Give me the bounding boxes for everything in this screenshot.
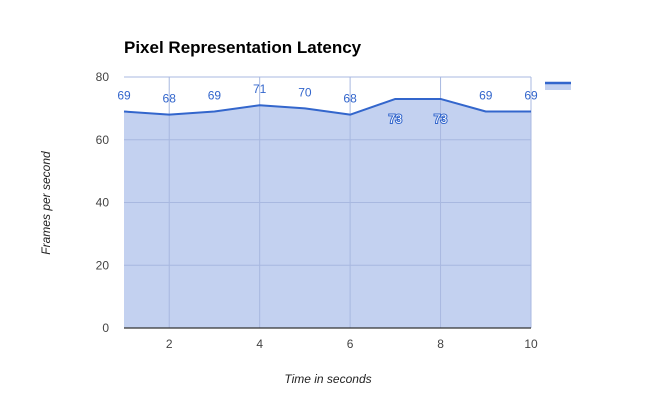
data-label: 73 [434,112,448,126]
x-axis-label: Time in seconds [284,372,371,386]
series-line [123,97,531,116]
y-tick-label: 60 [96,133,110,147]
y-tick-label: 40 [96,196,110,210]
legend-swatch-fill [545,83,571,90]
x-tick-label: 10 [524,337,538,351]
x-tick-label: 6 [347,337,354,351]
y-tick-label: 20 [96,258,110,272]
chart-title: Pixel Representation Latency [124,38,362,57]
data-label: 69 [479,89,493,103]
data-label: 69 [208,89,222,103]
data-label: 70 [298,85,312,99]
y-tick-label: 80 [96,70,110,84]
area-fill [124,98,531,329]
data-label: 68 [163,92,177,106]
legend [545,81,571,90]
data-label: 71 [253,82,267,96]
data-label: 69 [524,89,538,103]
data-label: 69 [117,89,131,103]
data-label: 73 [389,112,403,126]
data-label: 68 [343,92,357,106]
y-axis-label: Frames per second [39,151,53,255]
y-tick-label: 0 [102,321,109,335]
x-tick-label: 2 [166,337,173,351]
x-tick-label: 8 [437,337,444,351]
x-tick-label: 4 [256,337,263,351]
